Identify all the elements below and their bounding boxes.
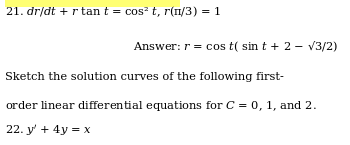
Text: order linear differential equations for $C$ = 0, 1, and 2.: order linear differential equations for …: [5, 99, 316, 113]
Bar: [5, 0, 180, 7]
Text: 21. $dr/dt$ + $r$ tan $t$ = cos² $t$, $r$(π/3) = 1: 21. $dr/dt$ + $r$ tan $t$ = cos² $t$, $r…: [5, 4, 220, 19]
Text: Answer: $r$ = cos $t$( sin $t$ + 2 − √3/2): Answer: $r$ = cos $t$( sin $t$ + 2 − √3/…: [133, 39, 338, 54]
Text: 22. $y'$ + 4$y$ = $x$: 22. $y'$ + 4$y$ = $x$: [5, 123, 91, 138]
Text: Sketch the solution curves of the following first-: Sketch the solution curves of the follow…: [5, 72, 284, 83]
